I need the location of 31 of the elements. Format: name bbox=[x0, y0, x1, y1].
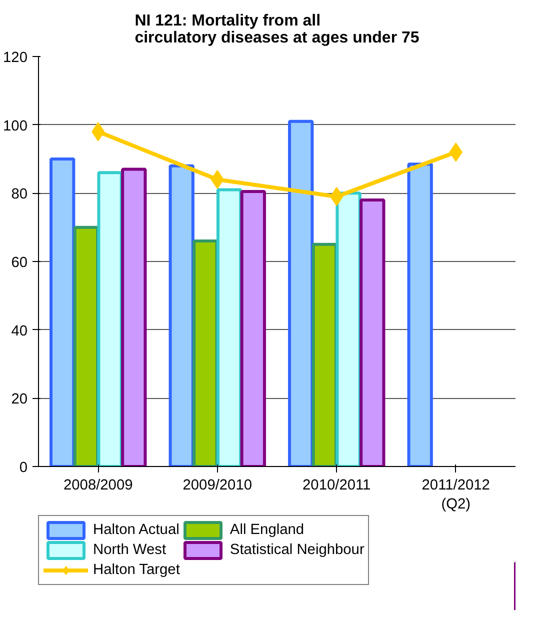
point bbox=[210, 170, 224, 189]
legend-label: North West bbox=[93, 542, 166, 558]
bar bbox=[97, 171, 123, 466]
chart-title: NI 121: Mortality from all circulatory diseases at ages under 75 bbox=[134, 12, 420, 46]
bar bbox=[288, 120, 314, 466]
x-tick-label: 2008/2009 bbox=[63, 478, 133, 494]
bar bbox=[360, 198, 386, 466]
legend-label: Statistical Neighbour bbox=[230, 542, 364, 558]
bar bbox=[121, 168, 147, 466]
bar bbox=[73, 226, 100, 466]
bar bbox=[336, 192, 362, 466]
x-tick-label: 2011/2012 (Q2) bbox=[422, 478, 490, 513]
bar bbox=[192, 240, 218, 466]
bar bbox=[312, 242, 338, 466]
legend-label: All England bbox=[230, 522, 304, 538]
bar bbox=[50, 158, 76, 466]
y-tick-label: 0 bbox=[19, 460, 28, 476]
x-tick-label: 2009/2010 bbox=[182, 478, 252, 494]
y-tick-label: 120 bbox=[3, 50, 28, 66]
bar bbox=[407, 162, 433, 466]
y-tick-label: 60 bbox=[11, 255, 28, 271]
bar bbox=[240, 190, 266, 466]
y-tick-label: 100 bbox=[3, 118, 28, 134]
bar bbox=[168, 164, 194, 466]
y-tick-label: 80 bbox=[11, 186, 28, 203]
legend-label: Halton Target bbox=[93, 562, 180, 578]
y-tick-label: 40 bbox=[11, 323, 28, 340]
x-tick-label: 2010/2011 bbox=[302, 478, 371, 494]
bar bbox=[216, 188, 242, 466]
y-tick-label: 20 bbox=[11, 392, 28, 408]
legend-label: Halton Actual bbox=[93, 522, 180, 538]
